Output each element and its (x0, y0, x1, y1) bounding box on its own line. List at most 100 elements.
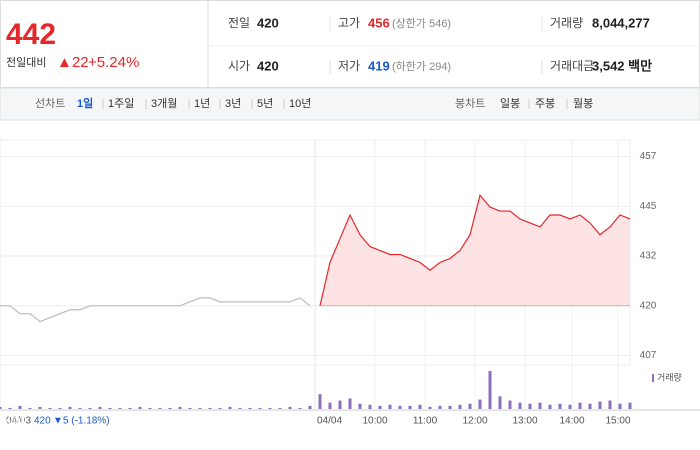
footer-change: ▼5 (-1.18%) (53, 416, 110, 427)
period-tab[interactable]: 5년 (257, 97, 273, 110)
footer-date: 04/03 (6, 416, 31, 427)
volume-bar (338, 400, 342, 409)
x-tick-label: 15:00 (605, 416, 630, 427)
volume-bar (148, 407, 152, 409)
y-tick-label: 457 (640, 151, 657, 162)
volume-bar (498, 396, 502, 409)
volume-bar (68, 406, 72, 409)
volume-bar (618, 403, 622, 409)
volume-bar (628, 402, 632, 409)
volume-bar (298, 407, 302, 409)
volume-bar (128, 407, 132, 409)
volume-bar (258, 407, 262, 409)
volume-bar (168, 407, 172, 409)
stat-extra: (하한가 294) (392, 59, 451, 73)
volume-bar (488, 371, 492, 409)
y-tick-label: 407 (640, 350, 657, 361)
volume-bar (248, 407, 252, 409)
volume-bar (48, 407, 52, 409)
volume-bar (508, 400, 512, 409)
volume-bar (98, 406, 102, 409)
candle-tab[interactable]: 주봉 (535, 97, 555, 110)
x-tick-label: 13:00 (512, 416, 537, 427)
legend-swatch (652, 374, 654, 382)
change-label: 전일대비 (6, 55, 46, 69)
volume-bar (378, 405, 382, 409)
volume-bar (0, 406, 2, 409)
stat-label: 고가 (338, 16, 360, 30)
volume-bar (608, 400, 612, 409)
stat-value: 420 (257, 15, 279, 30)
y-tick-label: 432 (640, 251, 657, 262)
x-tick-label: 14:00 (559, 416, 584, 427)
area-fill (320, 195, 630, 306)
volume-bar (438, 405, 442, 409)
volume-bar (588, 403, 592, 409)
period-tab[interactable]: 3년 (225, 97, 241, 110)
stat-value: 3,542 백만 (592, 58, 652, 73)
tab-label: 선차트 (35, 97, 65, 110)
period-tab[interactable]: 1주일 (108, 96, 134, 110)
volume-bar (558, 403, 562, 409)
volume-bar (188, 407, 192, 409)
volume-bar (528, 403, 532, 409)
volume-bar (538, 402, 542, 409)
stat-label: 시가 (228, 59, 250, 73)
date-label: 04/04 (317, 416, 342, 427)
date-label: 04/03 (0, 416, 25, 427)
stat-label: 저가 (338, 59, 360, 73)
candle-tab[interactable]: 일봉 (500, 96, 520, 110)
volume-bar (358, 403, 362, 409)
change: ▲22 (57, 54, 89, 71)
volume-bar (308, 405, 312, 409)
candle-tab[interactable]: 월봉 (573, 97, 593, 110)
period-tab[interactable]: 10년 (289, 97, 311, 110)
change-pct: +5.24% (88, 54, 139, 71)
volume-bar (518, 402, 522, 409)
stat-value: 456 (368, 15, 390, 30)
volume-bar (368, 404, 372, 409)
stat-label: 거래대금 (550, 59, 594, 73)
price-line (0, 297, 311, 323)
volume-bar (458, 404, 462, 409)
volume-bar (118, 407, 122, 409)
volume-bar (478, 399, 482, 409)
y-tick-label: 420 (640, 300, 657, 311)
volume-bar (208, 407, 212, 409)
period-tab[interactable]: 3개월 (151, 97, 177, 110)
volume-bar (88, 407, 92, 409)
volume-bar (408, 405, 412, 409)
volume-bar (278, 407, 282, 409)
y-tick-label: 445 (640, 201, 657, 212)
price: 442 (6, 18, 56, 51)
stat-label: 거래량 (550, 16, 583, 30)
volume-bar (318, 394, 322, 409)
volume-bar (108, 407, 112, 409)
volume-bar (388, 404, 392, 409)
volume-bar (198, 407, 202, 409)
period-tab[interactable]: 1일 (77, 96, 93, 110)
volume-bar (228, 406, 232, 409)
header-box (0, 0, 700, 88)
stat-label: 전일 (228, 16, 250, 30)
volume-bar (58, 407, 62, 409)
stat-extra: (상한가 546) (392, 17, 451, 30)
stat-value: 419 (368, 58, 390, 73)
volume-bar (158, 407, 162, 409)
period-tab[interactable]: 1년 (194, 97, 210, 110)
x-tick-label: 10:00 (362, 416, 387, 427)
legend-label: 거래량 (657, 371, 682, 382)
stat-value: 420 (257, 58, 279, 73)
volume-bar (138, 406, 142, 409)
tab-label: 봉차트 (455, 97, 485, 110)
volume-bar (448, 405, 452, 409)
volume-bar (18, 405, 22, 409)
volume-bar (418, 404, 422, 409)
volume-bar (288, 406, 292, 409)
volume-bar (598, 401, 602, 409)
tab-bar (0, 87, 700, 121)
volume-bar (218, 407, 222, 409)
volume-bar (238, 407, 242, 409)
x-tick-label: 11:00 (413, 416, 438, 427)
